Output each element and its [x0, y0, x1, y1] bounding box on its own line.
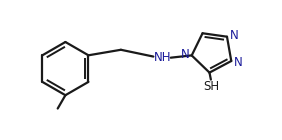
Text: SH: SH — [203, 80, 219, 93]
Text: N: N — [234, 56, 243, 69]
Text: NH: NH — [154, 51, 171, 64]
Text: N: N — [230, 29, 239, 42]
Text: N: N — [181, 48, 190, 61]
